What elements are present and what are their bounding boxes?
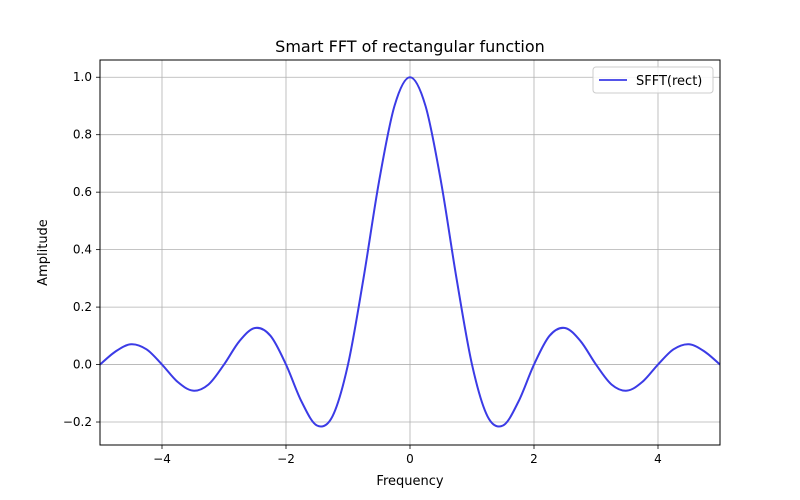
series-line (99, 76, 721, 428)
y-tick-label: 0.0 (73, 358, 92, 372)
legend-label: SFFT(rect) (636, 74, 702, 89)
x-tick-label: −4 (153, 452, 171, 466)
y-tick-label: 0.4 (73, 243, 92, 257)
y-tick-label: 0.6 (73, 185, 92, 199)
y-axis-label: Amplitude (36, 219, 51, 286)
chart-title: Smart FFT of rectangular function (275, 37, 545, 56)
x-tick-label: 4 (654, 452, 662, 466)
x-axis: −4 −2 0 2 4 (153, 445, 662, 466)
grid (100, 60, 720, 445)
y-tick-label: 1.0 (73, 70, 92, 84)
x-tick-label: −2 (277, 452, 295, 466)
legend: SFFT(rect) (592, 66, 714, 94)
y-tick-label: −0.2 (63, 415, 92, 429)
y-tick-label: 0.8 (73, 128, 92, 142)
plot-area (99, 76, 721, 428)
y-tick-label: 0.2 (73, 300, 92, 314)
legend-box (592, 66, 714, 94)
x-tick-label: 0 (406, 452, 414, 466)
x-tick-label: 2 (530, 452, 538, 466)
y-axis: −0.2 0.0 0.2 0.4 0.6 0.8 1.0 (63, 70, 100, 429)
x-axis-label: Frequency (376, 474, 443, 489)
